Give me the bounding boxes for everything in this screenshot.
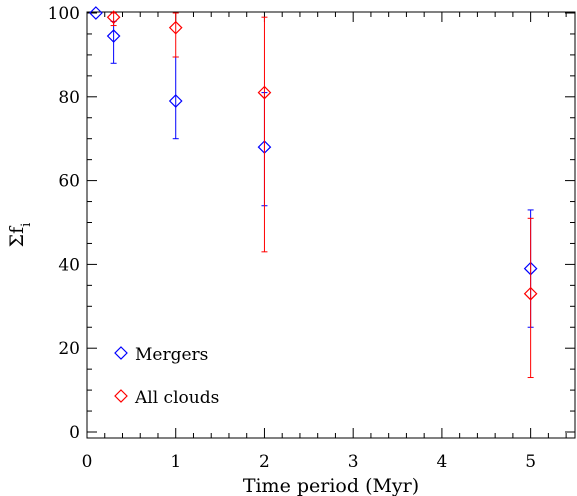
legend-item-mergers: Mergers	[114, 345, 208, 365]
series-all-clouds	[106, 10, 538, 379]
y-tick-label: 20	[58, 339, 80, 359]
series-layer	[89, 6, 538, 379]
y-tick-labels: 0 20 40 60 80 100	[48, 4, 80, 443]
legend: Mergers All clouds	[114, 345, 219, 408]
minor-ticks	[87, 12, 575, 438]
data-point-all-clouds	[257, 85, 272, 100]
x-tick-label: 2	[259, 452, 270, 472]
data-point-mergers	[168, 94, 183, 108]
x-tick-label: 1	[170, 452, 181, 472]
legend-label-all-clouds: All clouds	[134, 388, 219, 408]
legend-item-all-clouds: All clouds	[114, 388, 219, 408]
x-tick-labels: 0 1 2 3 4 5	[82, 452, 536, 472]
x-tick-label: 5	[525, 452, 536, 472]
y-axis-title: Σfi	[6, 223, 34, 248]
y-axis-title-main: Σf	[6, 225, 28, 247]
legend-marker-all-clouds	[114, 389, 128, 403]
major-ticks	[86, 12, 575, 438]
y-tick-label: 60	[58, 172, 80, 192]
x-tick-label: 3	[348, 452, 359, 472]
plot-frame	[86, 11, 576, 439]
data-point-all-clouds	[523, 286, 538, 301]
x-tick-label: 0	[82, 452, 93, 472]
x-tick-label: 4	[436, 452, 447, 472]
legend-marker-mergers	[114, 346, 128, 360]
x-axis-title: Time period (Myr)	[243, 475, 419, 496]
svg-text:Σfi: Σfi	[6, 223, 34, 248]
y-tick-label: 100	[48, 4, 80, 24]
y-tick-label: 0	[69, 423, 80, 443]
data-point-mergers	[106, 29, 121, 43]
y-axis-title-subscript: i	[19, 223, 34, 227]
data-point-all-clouds	[168, 20, 183, 35]
data-point-all-clouds	[106, 10, 121, 25]
series-mergers	[89, 6, 538, 328]
data-point-mergers	[89, 6, 103, 20]
legend-label-mergers: Mergers	[135, 345, 208, 365]
y-tick-label: 40	[58, 255, 80, 275]
y-tick-label: 80	[58, 88, 80, 108]
